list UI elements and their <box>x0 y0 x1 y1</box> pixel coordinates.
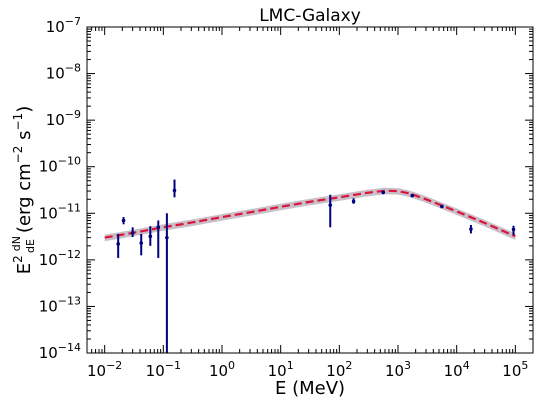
data-point-marker <box>351 199 356 204</box>
data-point <box>130 227 135 237</box>
data-point <box>381 190 386 195</box>
y-tick-label: 10−9 <box>46 108 81 129</box>
data-point-marker <box>172 188 177 193</box>
data-point-marker <box>328 203 333 207</box>
data-point <box>121 217 126 225</box>
y-tick-label: 10−8 <box>46 62 81 83</box>
x-tick-label: 104 <box>444 359 470 380</box>
y-label-sup-m1: −1 <box>11 113 25 131</box>
data-point <box>116 233 120 258</box>
data-point <box>156 220 161 258</box>
x-tick-label: 101 <box>268 359 294 380</box>
data-point <box>410 193 415 198</box>
y-tick-label: 10−7 <box>46 15 81 36</box>
y-axis-ticks: 10−14 10−13 10−12 10−11 10−10 10−9 10−8 10−7 <box>39 15 533 362</box>
y-tick-label: 10−10 <box>39 155 81 176</box>
data-point <box>139 233 144 256</box>
x-tick-label: 10−2 <box>87 359 122 380</box>
x-tick-label: 102 <box>326 359 352 380</box>
data-point <box>469 225 473 234</box>
data-point-marker <box>469 227 473 231</box>
y-axis-label: E2 dNdE (erg cm−2 s−1) <box>10 106 37 274</box>
x-axis-ticks: 10−2 10−1 100 101 102 103 104 105 <box>86 27 534 380</box>
data-point <box>328 194 333 228</box>
data-point-marker <box>511 227 516 232</box>
y-label-unit-open: (erg cm <box>14 163 35 233</box>
data-point <box>165 213 169 353</box>
data-point-marker <box>139 241 144 245</box>
y-tick-label: 10−13 <box>39 294 81 315</box>
data-point-marker <box>148 234 153 239</box>
data-point-marker <box>410 193 415 198</box>
data-point-marker <box>156 225 161 230</box>
data-point-marker <box>165 235 169 240</box>
y-label-sup-m2: −2 <box>11 146 25 164</box>
data-points-group <box>116 179 516 353</box>
plot-frame <box>86 26 534 354</box>
data-point-marker <box>116 242 120 246</box>
x-tick-label: 100 <box>209 359 235 380</box>
data-point <box>511 225 516 236</box>
y-label-sup2: 2 <box>11 255 25 263</box>
y-label-unit-close: ) <box>14 106 35 113</box>
y-tick-label: 10−12 <box>39 248 81 269</box>
y-label-frac-den: dE <box>24 239 37 253</box>
y-tick-label: 10−14 <box>39 341 81 362</box>
y-tick-label: 10−11 <box>39 201 81 222</box>
x-tick-label: 105 <box>502 359 528 380</box>
y-label-frac-num: dN <box>10 236 23 251</box>
y-label-unit-mid: s <box>14 130 35 145</box>
y-label-e: E <box>14 263 35 274</box>
x-axis-label: E (MeV) <box>275 378 345 399</box>
data-point-marker <box>130 231 135 235</box>
data-point <box>148 226 153 246</box>
data-point-marker <box>440 204 444 209</box>
data-point <box>172 179 177 198</box>
chart-title: LMC-Galaxy <box>259 6 361 26</box>
data-point <box>440 204 444 209</box>
x-tick-label: 10−1 <box>146 359 181 380</box>
data-point-marker <box>381 190 386 195</box>
model-line-group <box>104 189 516 239</box>
data-point-marker <box>121 218 126 223</box>
data-point <box>351 198 356 204</box>
model-curve-line <box>104 189 516 239</box>
x-tick-label: 103 <box>385 359 411 380</box>
